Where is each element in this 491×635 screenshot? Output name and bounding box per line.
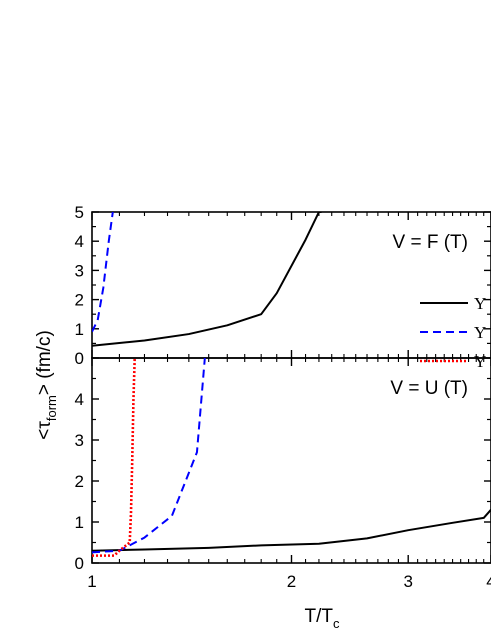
bottom-series-line-1-dashed xyxy=(92,358,206,554)
top-y-tick-label: 3 xyxy=(75,261,84,280)
top-series-line-1-dashed xyxy=(92,212,114,333)
bottom-panel-annotation: V = U (T) xyxy=(390,378,468,399)
y-axis-label: <τform> (fm/c) xyxy=(34,330,59,440)
legend: YYY xyxy=(420,294,486,371)
legend-entry-label-1: Y xyxy=(474,323,486,342)
bottom-y-tick-label: 2 xyxy=(75,472,84,491)
bottom-x-tick-label: 4 xyxy=(486,572,491,591)
bottom-series-line-0-solid xyxy=(92,509,491,552)
legend-entry-label-2: Y xyxy=(474,352,486,371)
top-y-tick-label: 0 xyxy=(75,349,84,368)
bottom-y-tick-label: 3 xyxy=(75,431,84,450)
bottom-series-line-2-dotted xyxy=(92,358,137,557)
legend-entry-label-0: Y xyxy=(474,294,486,313)
bottom-y-tick-label: 4 xyxy=(75,390,84,409)
top-panel-annotation: V = F (T) xyxy=(393,232,468,253)
bottom-x-tick-label: 1 xyxy=(87,572,96,591)
top-series-line-0-solid xyxy=(92,212,322,347)
bottom-x-tick-label: 3 xyxy=(403,572,412,591)
x-axis-label: T/Tc xyxy=(305,606,341,631)
bottom-y-tick-label: 1 xyxy=(75,513,84,532)
bottom-y-tick-label: 0 xyxy=(75,554,84,573)
top-y-tick-label: 1 xyxy=(75,320,84,339)
top-y-tick-label: 5 xyxy=(75,203,84,222)
top-panel: 0 1 2 3 4 5 V = F (T) xyxy=(75,203,491,368)
bottom-panel: 012341234V = U (T) xyxy=(75,357,491,591)
top-y-tick-label: 2 xyxy=(75,291,84,310)
top-y-tick-label: 4 xyxy=(75,232,84,251)
bottom-x-tick-label: 2 xyxy=(287,572,296,591)
